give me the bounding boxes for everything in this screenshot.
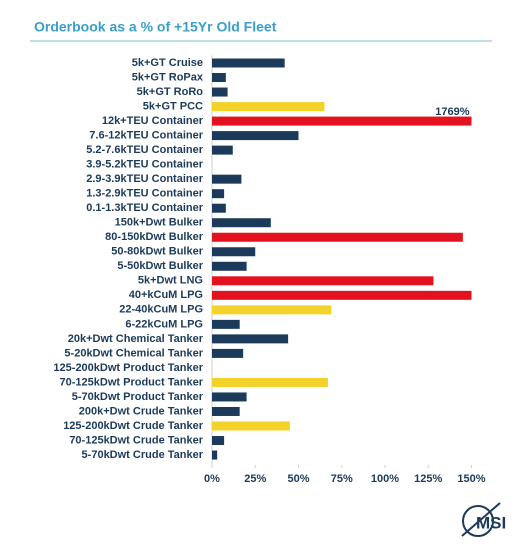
logo-ring (462, 505, 494, 537)
bar (212, 406, 240, 416)
y-tick-label: 6-22kCuM LPG (125, 318, 203, 330)
bar (212, 348, 244, 358)
bars (212, 58, 472, 460)
x-tick-label: 100% (371, 473, 399, 485)
bar (212, 436, 225, 446)
y-tick-label: 5k+GT RoPax (132, 71, 204, 83)
bar (212, 203, 226, 213)
y-tick-label: 20k+Dwt Chemical Tanker (68, 333, 204, 345)
bar (212, 247, 256, 257)
y-tick-label: 150k+Dwt Bulker (115, 217, 204, 229)
bar (212, 421, 290, 431)
bar (212, 174, 242, 184)
logo-text: MSI (476, 513, 506, 532)
x-tick-label: 150% (457, 473, 485, 485)
x-tick-label: 125% (414, 473, 442, 485)
y-tick-label: 5-70kDwt Product Tanker (72, 391, 204, 403)
logo: MSI (461, 502, 506, 537)
bar (212, 319, 240, 329)
y-tick-label: 125-200kDwt Product Tanker (53, 362, 203, 374)
bar (212, 450, 218, 460)
bar (212, 232, 463, 242)
y-tick-label: 3.9-5.2kTEU Container (86, 159, 203, 171)
y-tick-label: 1.3-2.9kTEU Container (86, 188, 203, 200)
x-tick-label: 0% (204, 473, 220, 485)
bar (212, 145, 233, 155)
y-tick-label: 80-150kDwt Bulker (105, 231, 204, 243)
bar (212, 334, 289, 344)
bar (212, 290, 472, 300)
bar (212, 58, 285, 68)
bar (212, 102, 325, 112)
y-tick-label: 5-20kDwt Chemical Tanker (64, 347, 203, 359)
bar (212, 392, 247, 402)
x-tick-label: 25% (244, 473, 266, 485)
bar (212, 87, 228, 97)
value-label: 1769% (435, 106, 469, 118)
y-tick-label: 40+kCuM LPG (129, 289, 203, 301)
y-tick-label: 5k+GT PCC (143, 100, 203, 112)
bar (212, 305, 332, 315)
bar (212, 116, 472, 126)
bar (212, 261, 247, 271)
y-tick-label: 5.2-7.6kTEU Container (86, 144, 203, 156)
y-tick-label: 200k+Dwt Crude Tanker (79, 405, 204, 417)
y-tick-label: 7.6-12kTEU Container (89, 130, 203, 142)
y-tick-label: 5k+Dwt LNG (138, 275, 203, 287)
chart-title: Orderbook as a % of +15Yr Old Fleet (34, 19, 277, 35)
bar (212, 218, 271, 228)
y-tick-label: 0.1-1.3kTEU Container (86, 202, 203, 214)
bar (212, 73, 226, 83)
y-tick-label: 70-125kDwt Product Tanker (60, 376, 204, 388)
bar (212, 131, 299, 141)
y-tick-label: 2.9-3.9kTEU Container (86, 173, 203, 185)
y-tick-label: 5k+GT RoRo (137, 86, 204, 98)
y-tick-label: 70-125kDwt Crude Tanker (69, 434, 203, 446)
y-tick-label: 22-40kCuM LPG (119, 304, 203, 316)
x-tick-label: 75% (331, 473, 353, 485)
y-tick-label: 5-50kDwt Bulker (117, 260, 203, 272)
logo-needle (461, 502, 501, 537)
y-tick-label: 50-80kDwt Bulker (111, 246, 203, 258)
bar (212, 377, 328, 387)
y-tick-label: 5-70kDwt Crude Tanker (82, 449, 204, 461)
y-tick-label: 5k+GT Cruise (132, 57, 203, 69)
bar (212, 189, 225, 199)
y-tick-label: 12k+TEU Container (102, 115, 204, 127)
bar (212, 276, 434, 286)
y-tick-label: 125-200kDwt Crude Tanker (63, 420, 204, 432)
x-tick-label: 50% (287, 473, 309, 485)
